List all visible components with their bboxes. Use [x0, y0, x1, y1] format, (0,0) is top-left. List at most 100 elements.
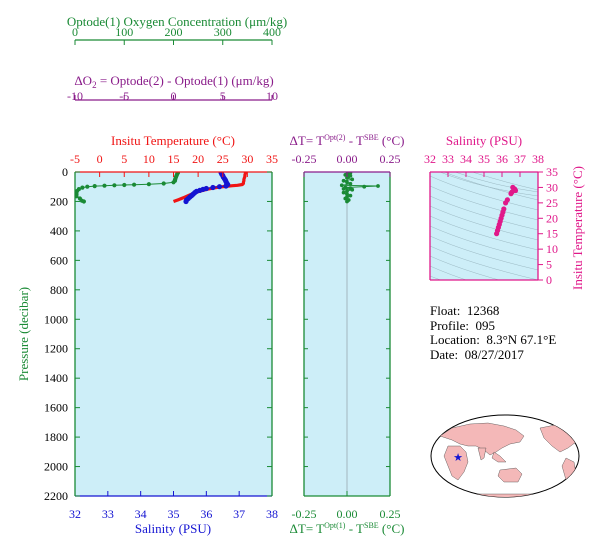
delta-o2-axis-tick-label: -10 — [67, 89, 83, 103]
delta-t-bottom-axis-tick-label: 0.00 — [337, 507, 358, 521]
pressure-tick-label: 1600 — [44, 401, 68, 415]
pressure-tick-label: 1800 — [44, 430, 68, 444]
delta-t-point — [341, 187, 346, 191]
date-value: 08/27/2017 — [464, 346, 524, 362]
delta-t-point — [348, 181, 353, 186]
temperature-axis-tick-label: 0 — [97, 152, 103, 166]
temperature-axis-tick-label: 30 — [241, 152, 253, 166]
delta-t-bottom-axis-tick-label: 0.25 — [380, 507, 401, 521]
delta-t-series — [339, 172, 380, 204]
delta-o2-title-part-2: = Optode(2) - Optode(1) (μm/kg) — [97, 73, 274, 88]
delta-t-top-title-superscript-2: SBE — [364, 133, 379, 142]
pressure-tick-label: 2000 — [44, 460, 68, 474]
ts-temperature-axis-tick-label: 25 — [546, 196, 558, 210]
delta-t-point — [343, 173, 348, 177]
ts-point — [494, 231, 500, 237]
oxygen-point — [75, 194, 79, 199]
main-series — [75, 172, 247, 205]
ts-temperature-axis-tick-label: 35 — [546, 165, 558, 179]
float-line: Float: 12368 — [430, 303, 556, 319]
map-land-africa — [443, 445, 469, 481]
oxygen-point — [132, 182, 137, 187]
delta-t-top-title-superscript-1: Opt(2) — [324, 133, 346, 142]
temperature-axis-tick-label: 25 — [217, 152, 229, 166]
ts-salinity-axis-tick-label: 32 — [424, 152, 436, 166]
map-land-south-america — [561, 457, 577, 489]
delta-t-point — [339, 183, 344, 188]
temperature-axis-tick-label: 10 — [143, 152, 155, 166]
pressure-tick-label: 2200 — [44, 489, 68, 503]
location-value: 8.3°N 67.1°E — [486, 332, 557, 347]
delta-t-point — [345, 192, 349, 197]
oxygen-point — [85, 184, 90, 189]
ts-salinity-axis-tick-label: 35 — [478, 152, 490, 166]
temperature-axis-tick-label: 5 — [121, 152, 127, 166]
delta-t-bottom-title-part-3: (°C) — [379, 521, 405, 536]
oxygen-point — [92, 184, 97, 189]
map-land-australia — [497, 467, 523, 483]
date-label: Date: — [430, 346, 459, 362]
ts-salinity-axis-tick-label: 38 — [532, 152, 544, 166]
temperature-axis-tick-label: -5 — [70, 152, 80, 166]
delta-t-point — [345, 180, 349, 185]
delta-t-point — [376, 184, 380, 188]
pressure-tick-label: 400 — [50, 224, 68, 238]
oxygen-point — [112, 183, 117, 188]
ts-temperature-axis-tick-label: 0 — [546, 273, 552, 287]
delta-o2-axis-tick-label: 5 — [220, 89, 226, 103]
salinity-axis-tick-label: 34 — [135, 507, 147, 521]
salinity-point — [223, 183, 229, 189]
oxygen-point — [161, 181, 166, 186]
map-land-india — [477, 447, 487, 461]
delta-t-bottom-title-superscript-1: Opt(1) — [324, 521, 346, 530]
delta-t-bottom-title-part-2: - T — [345, 521, 364, 536]
oxygen-point — [81, 199, 86, 204]
map-land-greenland — [573, 417, 579, 425]
profile-label: Profile: — [430, 317, 469, 333]
delta-t-top-title: ΔT= TOpt(2) - TSBE (°C) — [290, 133, 405, 148]
delta-o2-title-part-1: ΔO — [74, 73, 92, 88]
ts-temperature-axis-tick-label: 10 — [546, 242, 558, 256]
oxygen-axis-tick-label: 0 — [72, 25, 78, 39]
delta-t-bottom-title-superscript-2: SBE — [364, 521, 379, 530]
delta-o2-axis-tick-label: 0 — [171, 89, 177, 103]
delta-t-top-title-part-2: - T — [345, 133, 364, 148]
float-info-block: Float: 12368 Profile: 095 Location: 8.3°… — [430, 303, 557, 362]
delta-t-point — [345, 199, 349, 204]
pressure-tick-label: 200 — [50, 194, 68, 208]
ts-plot-area — [430, 172, 538, 280]
temperature-axis-tick-label: 15 — [168, 152, 180, 166]
ts-salinity-axis-tick-label: 36 — [496, 152, 508, 166]
delta-t-point — [341, 178, 346, 183]
map-land-se-asia — [491, 451, 507, 463]
delta-o2-title-subscript: 2 — [92, 80, 97, 90]
delta-t-point — [345, 189, 349, 194]
oxygen-point — [146, 182, 151, 187]
salinity-axis-tick-label: 38 — [266, 507, 278, 521]
delta-t-bottom-title: ΔT= TOpt(1) - TSBE (°C) — [290, 521, 405, 536]
ts-series — [494, 184, 519, 237]
delta-t-bottom-axis-tick-label: -0.25 — [292, 507, 317, 521]
ts-temperature-axis-tick-label: 30 — [546, 180, 558, 194]
salinity-axis-title: Salinity (PSU) — [135, 521, 211, 536]
delta-t-bottom-title-part-1: ΔT= T — [290, 521, 325, 536]
ts-salinity-axis-tick-label: 37 — [514, 152, 526, 166]
salinity-axis-tick-label: 37 — [233, 507, 245, 521]
delta-t-point — [350, 177, 355, 182]
delta-t-point — [362, 184, 367, 189]
delta-t-top-axis-tick-label: 0.00 — [337, 152, 358, 166]
temperature-axis-tick-label: 35 — [266, 152, 278, 166]
ts-point — [508, 191, 514, 197]
location-line: Location: 8.3°N 67.1°E — [430, 332, 557, 348]
temperature-axis-tick-label: 20 — [192, 152, 204, 166]
salinity-axis-tick-label: 35 — [168, 507, 180, 521]
delta-o2-axis-tick-label: 10 — [266, 89, 278, 103]
delta-o2-axis-tick-label: -5 — [119, 89, 129, 103]
salinity-point — [216, 184, 223, 190]
float-label: Float: — [430, 303, 461, 318]
ts-temperature-title: Insitu Temperature (°C) — [570, 166, 585, 290]
pressure-tick-label: 1000 — [44, 312, 68, 326]
float-value: 12368 — [466, 303, 500, 318]
ts-salinity-axis-tick-label: 33 — [442, 152, 454, 166]
